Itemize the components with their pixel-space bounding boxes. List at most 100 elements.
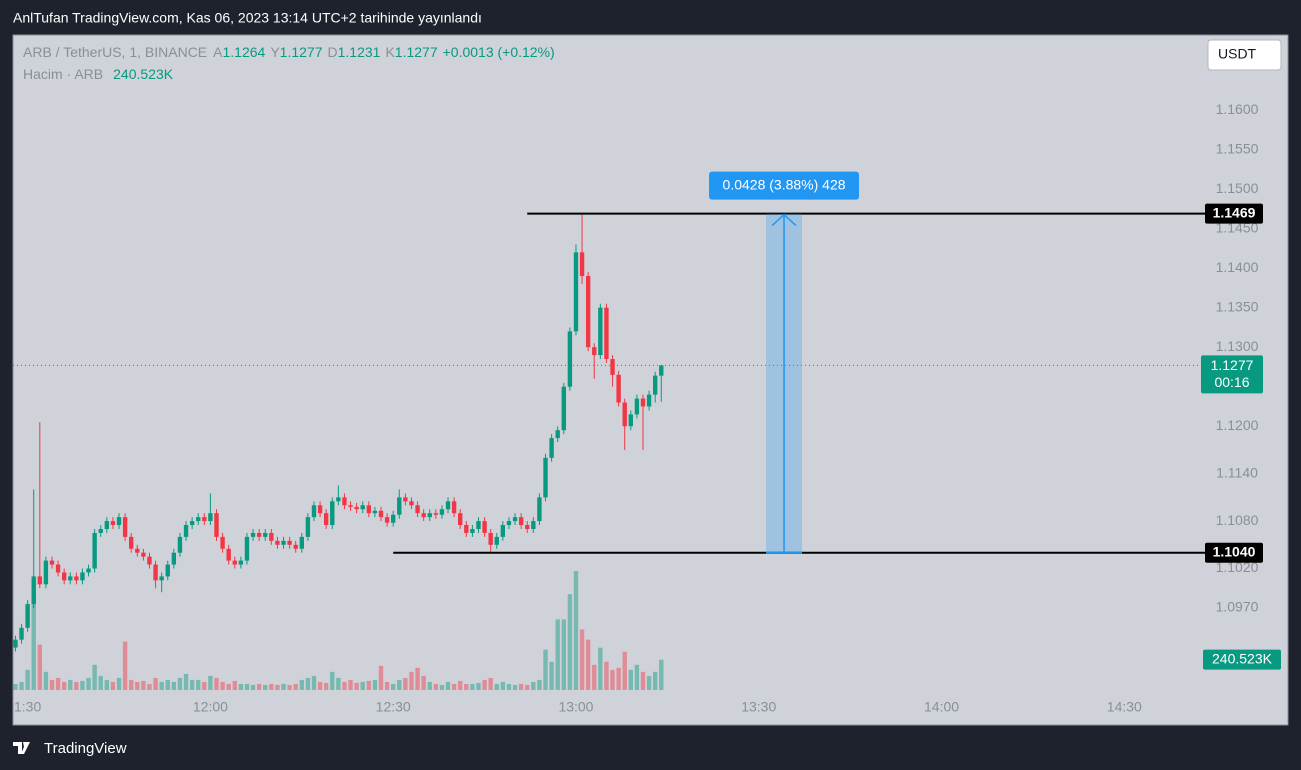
legend-key: A: [213, 44, 223, 60]
volume-bar: [311, 675, 317, 690]
y-tick-label: 1.1600: [1216, 101, 1259, 117]
candle-body: [598, 307, 603, 356]
volume-bar: [634, 664, 640, 690]
x-tick-label: 13:30: [741, 699, 776, 715]
candle-body: [397, 497, 402, 515]
y-tick-label: 1.1080: [1216, 512, 1259, 528]
legend-key: K: [385, 44, 395, 60]
x-tick-label: 14:30: [1107, 699, 1142, 715]
currency-button[interactable]: [1207, 39, 1282, 71]
volume-bar: [640, 671, 646, 690]
volume-bar: [183, 673, 189, 690]
x-tick-label: 12:00: [193, 699, 228, 715]
volume-bar: [317, 681, 323, 690]
candle-body: [342, 497, 347, 506]
horizontal-line-tag: [1205, 542, 1263, 563]
volume-bar: [573, 571, 579, 690]
volume-bar: [482, 679, 487, 690]
volume-bar: [165, 679, 170, 690]
chart-panel: [12, 34, 1289, 726]
volume-bar: [323, 682, 329, 690]
legend-key: Y: [270, 44, 280, 60]
y-tick-label: 1.1400: [1216, 259, 1259, 275]
legend-value: 1.1231: [338, 44, 381, 60]
volume-legend-label: Hacim · ARB: [23, 66, 103, 82]
candle-body: [269, 532, 274, 541]
volume-bar: [275, 684, 280, 690]
volume-bar: [159, 681, 164, 690]
candle-body: [275, 540, 280, 545]
candle-body: [214, 513, 219, 537]
y-tick-label: 1.1550: [1216, 140, 1259, 156]
candle-body: [311, 505, 317, 518]
y-tick-label: 1.1140: [1216, 464, 1258, 480]
volume-bar: [74, 681, 79, 690]
volume-bar: [470, 683, 475, 690]
volume-bar: [494, 683, 499, 690]
horizontal-line-tag: [1205, 203, 1263, 224]
volume-bar: [299, 679, 304, 690]
volume-bar: [384, 681, 390, 690]
volume-bar: [226, 683, 231, 690]
candle-body: [555, 430, 560, 439]
candle-body: [226, 548, 231, 561]
candle-body: [482, 521, 487, 533]
candle-body: [165, 564, 170, 577]
candle-body: [659, 365, 664, 376]
candle-body: [537, 497, 542, 522]
candle-body: [470, 528, 475, 533]
candle-body: [403, 497, 408, 502]
measure-label: 0.0428 (3.88%) 428: [723, 176, 846, 192]
x-tick-label: 12:30: [376, 699, 411, 715]
volume-bar: [13, 683, 18, 690]
volume-legend: Hacim · ARB 240.523K: [23, 66, 174, 82]
volume-bar: [98, 675, 103, 690]
volume-bar: [43, 671, 49, 690]
volume-bar: [421, 675, 426, 690]
volume-bar: [458, 680, 463, 690]
volume-bar: [147, 683, 152, 690]
change: +0.0013 (+0.12%): [443, 44, 555, 60]
candle-body: [299, 536, 304, 549]
candle-body: [488, 532, 493, 545]
measure-arrowhead: [771, 213, 797, 227]
legend-value: 1.1277: [395, 44, 438, 60]
volume-bar: [512, 684, 518, 690]
y-tick-label: 1.1350: [1216, 298, 1259, 314]
candle-body: [68, 576, 73, 581]
volume-bar: [49, 679, 55, 690]
volume-bar: [604, 661, 609, 690]
volume-tag-label: 240.523K: [1212, 650, 1273, 666]
volume-bar: [80, 680, 85, 690]
candle-body: [360, 505, 365, 510]
currency-label[interactable]: USDT: [1218, 46, 1257, 62]
candle-body: [189, 521, 195, 526]
volume-bar: [110, 681, 116, 690]
candle-body: [518, 517, 524, 526]
volume-bar: [177, 677, 183, 690]
volume-bar: [433, 683, 439, 690]
volume-bar: [348, 679, 353, 690]
legend-value: 1.1264: [222, 44, 265, 60]
volume-bar: [55, 677, 61, 690]
candle-body: [458, 513, 463, 526]
x-tick-label: 1:30: [14, 699, 41, 715]
candle-body: [378, 510, 384, 518]
volume-bar: [622, 651, 627, 690]
y-tick-label: 1.1500: [1216, 180, 1259, 196]
candle-body: [196, 517, 201, 522]
candle-body: [561, 386, 566, 431]
measure-label-box: [709, 171, 860, 200]
y-tick-label: 1.1020: [1216, 559, 1259, 575]
volume-bar: [336, 677, 341, 690]
candle-body: [244, 536, 250, 561]
candle-body: [287, 540, 292, 545]
candle-body: [183, 525, 189, 537]
candle-body: [31, 576, 36, 605]
y-tick-label: 1.1200: [1216, 417, 1259, 433]
volume-bar: [598, 647, 603, 690]
volume-bar: [269, 683, 274, 690]
candle-body: [372, 510, 378, 514]
volume-bar: [202, 681, 207, 690]
volume-bar: [238, 683, 244, 690]
